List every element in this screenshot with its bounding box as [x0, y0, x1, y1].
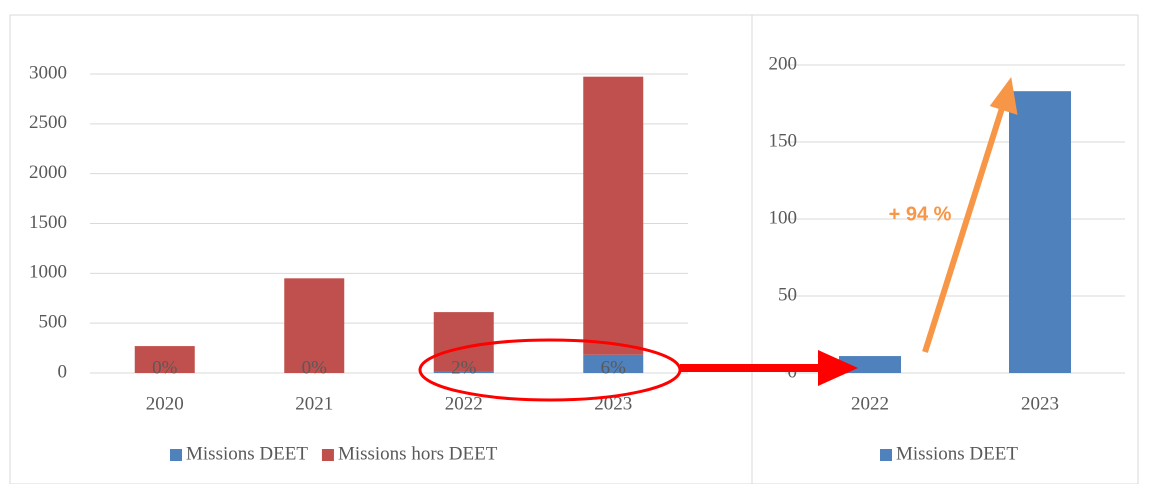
- annotation: + 94 %: [889, 203, 952, 225]
- legend-label: Missions hors DEET: [338, 443, 498, 464]
- percent-label: 0%: [152, 357, 178, 378]
- bar: [433, 312, 494, 372]
- red-arrow-head: [818, 350, 858, 386]
- orange-arrow-shaft: [922, 104, 1006, 353]
- y-tick-label: 2000: [29, 162, 67, 183]
- y-tick-label: 2500: [29, 112, 67, 133]
- y-tick-label: 0: [58, 361, 68, 382]
- y-tick-label: 100: [769, 207, 798, 228]
- x-tick-label: 2022: [851, 393, 889, 414]
- legend-swatch: [170, 449, 182, 461]
- x-tick-label: 2021: [295, 393, 333, 414]
- y-tick-label: 150: [769, 130, 798, 151]
- right-panel: [751, 14, 1139, 485]
- y-tick-label: 1500: [29, 212, 67, 233]
- y-tick-label: 3000: [29, 62, 67, 83]
- bar: [583, 76, 644, 355]
- x-tick-label: 2020: [146, 393, 184, 414]
- percent-label: 6%: [601, 357, 627, 378]
- bar: [1009, 91, 1071, 374]
- left-chart: 0 500 1000 1500 2000 2500 3000 2020 0% 2021 0% 2022…: [29, 62, 688, 464]
- x-tick-label: 2023: [1021, 393, 1059, 414]
- percent-label: 0%: [302, 357, 328, 378]
- x-tick-label: 2022: [445, 393, 483, 414]
- legend-label: Missions DEET: [186, 443, 308, 464]
- bar: [433, 371, 494, 373]
- right-chart: 05010015020020222023Missions DEET+ 94 %: [769, 53, 1125, 464]
- bar: [284, 278, 345, 373]
- legend-label: Missions DEET: [896, 443, 1018, 464]
- y-tick-label: 500: [39, 312, 68, 333]
- bar: [134, 346, 195, 373]
- bar: [583, 354, 644, 373]
- legend-swatch: [321, 449, 334, 461]
- percent-label: 2%: [451, 357, 477, 378]
- y-tick-label: 200: [769, 53, 798, 74]
- y-tick-label: 1000: [29, 262, 67, 283]
- y-tick-label: 50: [778, 284, 797, 305]
- orange-arrow-head: [989, 77, 1018, 115]
- legend-swatch: [880, 449, 892, 461]
